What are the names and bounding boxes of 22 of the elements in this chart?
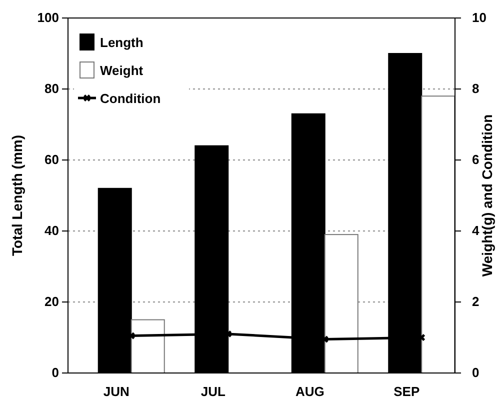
y-axis-title: Total Length (mm) (9, 134, 25, 256)
y-tick-label: 60 (44, 152, 59, 168)
y2-axis-title: Weight(g) and Condition (479, 114, 495, 277)
y-tick-label: 80 (44, 81, 59, 96)
x-tick-label: JUL (200, 384, 226, 400)
y2-tick-label: 8 (472, 81, 480, 96)
x-tick-label: AUG (295, 384, 324, 400)
legend-label: Condition (100, 91, 161, 106)
y2-tick-label: 2 (472, 294, 480, 310)
y-tick-label: 40 (44, 223, 59, 238)
y-tick-label: 0 (52, 365, 59, 380)
y2-tick-label: 6 (472, 152, 480, 168)
legend-label: Length (100, 35, 144, 50)
bar (130, 319, 165, 374)
x-tick-label: JUN (103, 384, 130, 400)
x-tick-label: SEP (394, 384, 420, 400)
y-tick-label: 20 (44, 294, 59, 310)
y2-tick-label: 4 (472, 223, 480, 238)
y2-tick-label: 10 (472, 10, 486, 26)
legend-label: Weight (100, 63, 144, 78)
y2-tick-label: 0 (472, 365, 480, 380)
y-tick-label: 100 (37, 10, 59, 26)
